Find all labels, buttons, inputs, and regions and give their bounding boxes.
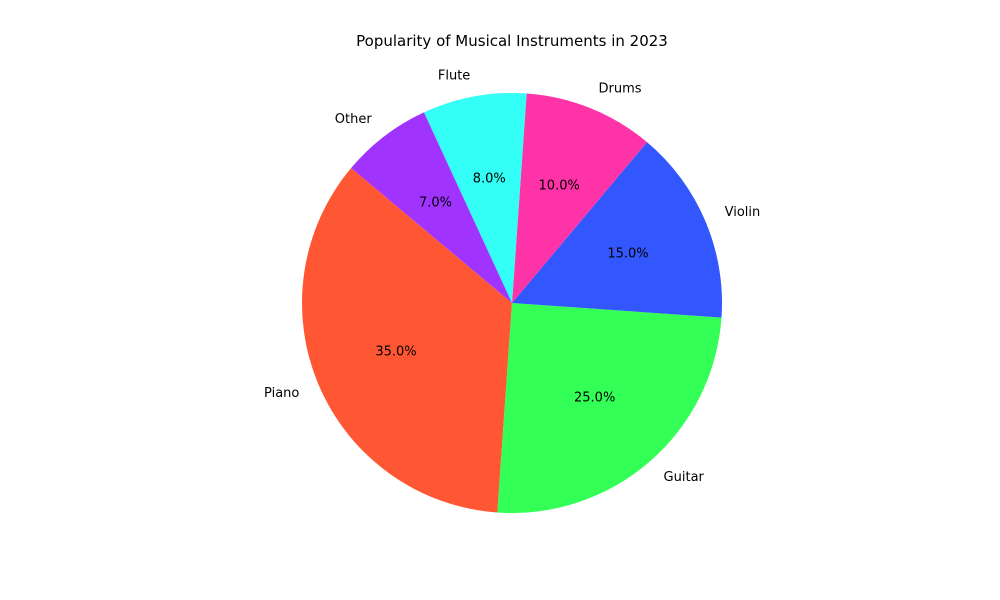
slice-label-flute: Flute <box>438 68 470 83</box>
slice-label-other: Other <box>335 112 373 127</box>
percent-label-violin: 15.0% <box>607 246 648 261</box>
percent-label-guitar: 25.0% <box>574 391 615 406</box>
slice-violin <box>512 142 723 318</box>
slice-label-violin: Violin <box>725 205 761 220</box>
pie-labels: Piano 35.0% Guitar 25.0% Violin 15.0% Drums 10.… <box>264 68 760 485</box>
percent-label-drums: 10.0% <box>539 179 580 194</box>
slice-piano <box>301 168 512 513</box>
percent-label-piano: 35.0% <box>375 345 416 360</box>
chart-title: Popularity of Musical Instruments in 202… <box>356 32 668 50</box>
slice-drums <box>512 93 647 303</box>
slice-other <box>351 112 512 304</box>
percent-label-other: 7.0% <box>419 195 452 210</box>
percent-label-flute: 8.0% <box>473 172 506 187</box>
pie-slices <box>301 92 723 514</box>
slice-flute <box>423 92 527 303</box>
slice-label-guitar: Guitar <box>664 470 705 485</box>
slice-guitar <box>497 303 722 514</box>
slice-label-piano: Piano <box>264 386 299 401</box>
slice-label-drums: Drums <box>599 81 642 96</box>
